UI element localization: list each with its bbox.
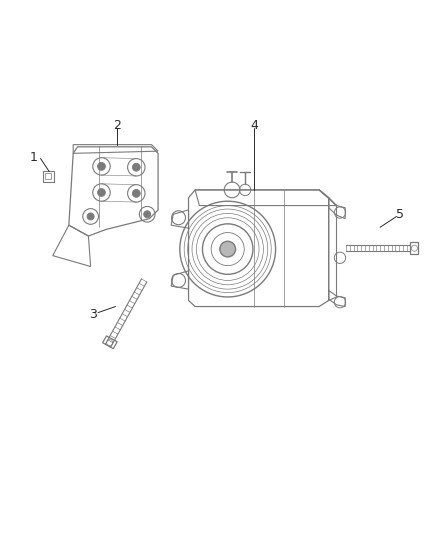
Text: 4: 4 — [250, 118, 258, 132]
Circle shape — [98, 189, 106, 197]
Text: 1: 1 — [30, 151, 38, 164]
Circle shape — [144, 211, 151, 218]
Bar — [46, 173, 51, 179]
Circle shape — [132, 163, 140, 171]
Text: 2: 2 — [113, 118, 120, 132]
Bar — [410, 242, 418, 254]
Circle shape — [132, 189, 140, 197]
Circle shape — [220, 241, 236, 257]
Text: 5: 5 — [396, 208, 404, 221]
Circle shape — [98, 163, 106, 171]
Bar — [43, 171, 53, 182]
Text: 3: 3 — [89, 308, 97, 321]
Circle shape — [87, 213, 94, 220]
